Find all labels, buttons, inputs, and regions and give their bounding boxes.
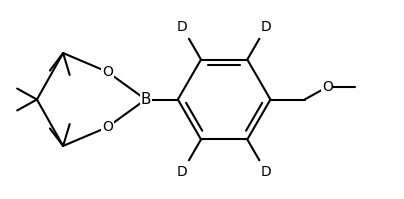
Text: D: D: [261, 165, 272, 179]
Text: D: D: [261, 20, 272, 34]
Text: O: O: [102, 120, 113, 134]
Text: D: D: [177, 20, 187, 34]
Text: O: O: [322, 80, 332, 94]
Text: D: D: [177, 165, 187, 179]
Text: O: O: [102, 65, 113, 79]
Text: B: B: [140, 92, 151, 107]
